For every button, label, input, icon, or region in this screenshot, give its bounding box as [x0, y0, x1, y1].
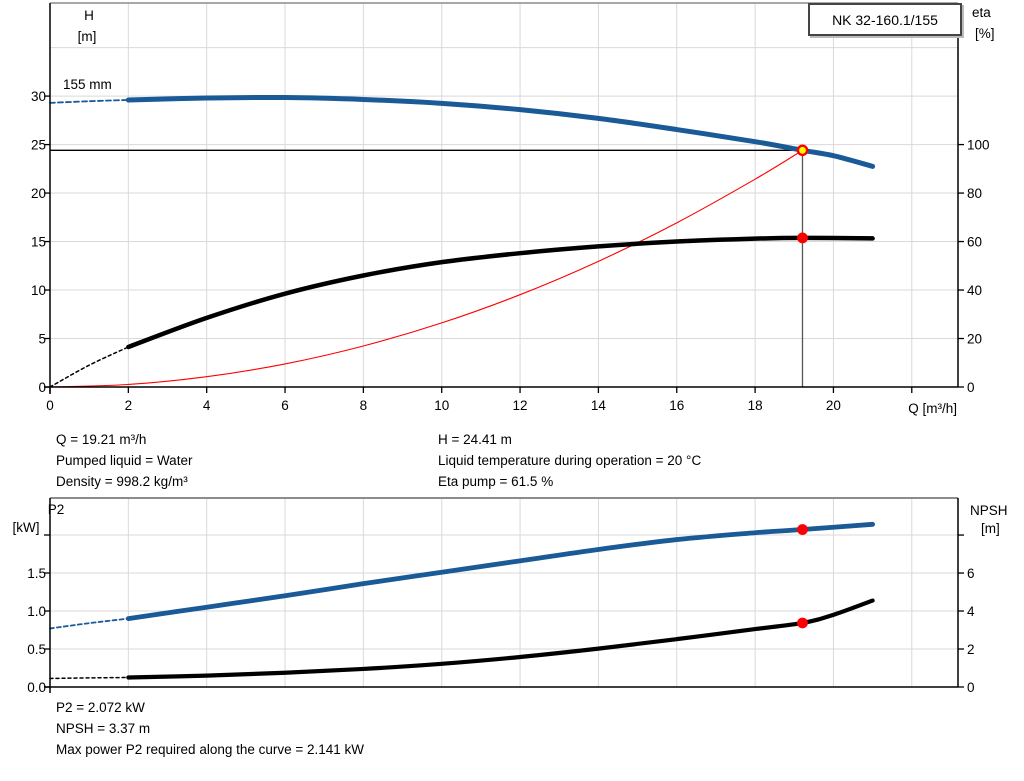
head-curve — [125, 94, 876, 169]
head-x-tick-label: 2 — [125, 398, 133, 413]
head-y-right-tick-label: 80 — [967, 186, 982, 201]
p2-duty-marker — [797, 524, 808, 535]
head-y-left-axis-title: H — [84, 8, 94, 23]
liquid-temperature-text: Liquid temperature during operation = 20… — [438, 453, 702, 468]
npsh-curve — [126, 598, 875, 680]
head-y-right-axis-title: [%] — [975, 26, 995, 41]
power-y-left-tick-label: 0.0 — [27, 680, 46, 695]
head-y-left-tick-label: 5 — [38, 332, 46, 347]
pump-model-label: NK 32-160.1/155 — [832, 11, 938, 28]
power-y-right-axis-title: [m] — [981, 521, 1000, 536]
duty-point-marker — [796, 144, 809, 157]
power-y-right-tick-label: 2 — [967, 642, 975, 657]
p2-value-text: P2 = 2.072 kW — [56, 700, 145, 715]
power-y-left-tick-label: 1.0 — [27, 604, 46, 619]
impeller-diameter-label: 155 mm — [63, 77, 112, 92]
head-curve-extrapolated — [49, 99, 130, 104]
head-x-tick-label: 18 — [748, 398, 763, 413]
head-value-text: H = 24.41 m — [438, 432, 512, 447]
head-x-tick-label: 6 — [281, 398, 289, 413]
head-x-tick-label: 10 — [434, 398, 449, 413]
power-y-left-tick-label: 0.5 — [27, 642, 46, 657]
efficiency-curve — [126, 235, 875, 350]
head-y-left-tick-label: 10 — [31, 283, 46, 298]
head-x-axis-title: Q [m³/h] — [908, 401, 957, 416]
head-y-left-tick-label: 0 — [38, 380, 46, 395]
head-y-right-tick-label: 0 — [967, 380, 975, 395]
head-x-tick-label: 20 — [826, 398, 841, 413]
p2-curve — [125, 521, 876, 622]
npsh-duty-marker — [797, 617, 808, 629]
head-y-right-tick-label: 60 — [967, 235, 982, 250]
eta-pump-text: Eta pump = 61.5 % — [438, 474, 554, 489]
head-x-tick-label: 8 — [360, 398, 368, 413]
head-y-right-axis-title: eta — [972, 5, 991, 20]
operating-data-right: H = 24.41 m Liquid temperature during op… — [438, 429, 701, 492]
power-y-right-tick-label: 0 — [967, 680, 975, 695]
head-x-tick-label: 16 — [669, 398, 684, 413]
head-x-tick-label: 0 — [46, 398, 54, 413]
pump-model-badge: NK 32-160.1/155 — [808, 3, 962, 36]
power-y-left-axis-title: P2 — [48, 502, 65, 517]
head-x-tick-label: 12 — [513, 398, 528, 413]
max-power-text: Max power P2 required along the curve = … — [56, 742, 365, 757]
head-y-left-axis-title: [m] — [78, 29, 97, 44]
power-npsh-data: P2 = 2.072 kW NPSH = 3.37 m Max power P2… — [56, 697, 364, 760]
power-y-right-axis-title: NPSH — [970, 503, 1008, 518]
head-y-left-tick-label: 25 — [31, 138, 46, 153]
head-x-tick-label: 14 — [591, 398, 607, 413]
head-y-right-tick-label: 100 — [967, 138, 990, 153]
head-y-left-tick-label: 20 — [31, 186, 46, 201]
power-y-right-tick-label: 6 — [967, 566, 975, 581]
power-y-left-tick-label: 1.5 — [27, 566, 46, 581]
density-text: Density = 998.2 kg/m³ — [56, 474, 188, 489]
p2-curve-extrapolated — [49, 617, 130, 630]
flow-value-text: Q = 19.21 m³/h — [56, 432, 147, 447]
efficiency-curve-extrapolated — [49, 346, 130, 388]
power-y-left-axis-title: [kW] — [13, 520, 40, 535]
system-curve — [49, 149, 804, 388]
head-y-left-tick-label: 15 — [31, 235, 46, 250]
npsh-curve-extrapolated — [49, 676, 130, 680]
operating-data-left: Q = 19.21 m³/h Pumped liquid = Water Den… — [56, 429, 192, 492]
pumped-liquid-text: Pumped liquid = Water — [56, 453, 193, 468]
head-y-right-tick-label: 20 — [967, 332, 982, 347]
head-y-right-tick-label: 40 — [967, 283, 982, 298]
head-y-left-tick-label: 30 — [31, 89, 46, 104]
efficiency-duty-marker — [797, 232, 808, 244]
npsh-value-text: NPSH = 3.37 m — [56, 721, 151, 736]
power-y-right-tick-label: 4 — [967, 604, 975, 619]
head-x-tick-label: 4 — [203, 398, 211, 413]
